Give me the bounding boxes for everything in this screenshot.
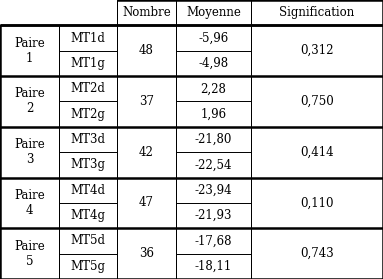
Bar: [0, 228, 59, 279]
Bar: [117, 177, 176, 228]
Bar: [59, 254, 117, 279]
Bar: [176, 177, 251, 203]
Text: -18,11: -18,11: [195, 260, 232, 273]
Text: Paire
1: Paire 1: [14, 37, 45, 65]
Bar: [176, 152, 251, 177]
Bar: [251, 25, 383, 76]
Bar: [59, 51, 117, 76]
Bar: [176, 203, 251, 228]
Bar: [251, 0, 383, 25]
Bar: [0, 25, 59, 76]
Bar: [176, 51, 251, 76]
Bar: [0, 127, 59, 177]
Text: -5,96: -5,96: [198, 32, 229, 45]
Text: Paire
5: Paire 5: [14, 240, 45, 268]
Text: MT2g: MT2g: [70, 108, 106, 121]
Text: 0,312: 0,312: [300, 44, 334, 57]
Bar: [0, 76, 59, 127]
Text: 36: 36: [139, 247, 154, 260]
Text: 1,96: 1,96: [200, 108, 227, 121]
Bar: [59, 228, 117, 254]
Text: 0,743: 0,743: [300, 247, 334, 260]
Text: MT3d: MT3d: [70, 133, 106, 146]
Text: 47: 47: [139, 196, 154, 210]
Bar: [251, 228, 383, 279]
Bar: [59, 177, 117, 203]
Bar: [251, 76, 383, 127]
Text: Paire
4: Paire 4: [14, 189, 45, 217]
Bar: [117, 127, 176, 177]
Bar: [59, 76, 117, 102]
Text: 0,750: 0,750: [300, 95, 334, 108]
Text: MT4d: MT4d: [70, 184, 106, 197]
Text: Signification: Signification: [279, 6, 355, 19]
Bar: [59, 102, 117, 127]
Text: -21,93: -21,93: [195, 209, 232, 222]
Text: MT4g: MT4g: [70, 209, 106, 222]
Bar: [176, 76, 251, 102]
Text: 0,414: 0,414: [300, 146, 334, 159]
Bar: [176, 0, 251, 25]
Bar: [117, 25, 176, 76]
Text: 0,110: 0,110: [300, 196, 334, 210]
Bar: [59, 127, 117, 152]
Text: -21,80: -21,80: [195, 133, 232, 146]
Text: MT5g: MT5g: [70, 260, 106, 273]
Text: -22,54: -22,54: [195, 158, 232, 171]
Text: MT1d: MT1d: [70, 32, 106, 45]
Bar: [251, 127, 383, 177]
Bar: [117, 76, 176, 127]
Text: MT2d: MT2d: [70, 82, 106, 95]
Bar: [117, 0, 176, 25]
Text: MT5d: MT5d: [70, 234, 106, 247]
Text: 2,28: 2,28: [201, 82, 226, 95]
Text: Nombre: Nombre: [122, 6, 171, 19]
Bar: [251, 177, 383, 228]
Text: -4,98: -4,98: [198, 57, 229, 70]
Text: Moyenne: Moyenne: [186, 6, 241, 19]
Bar: [176, 127, 251, 152]
Bar: [59, 203, 117, 228]
Text: MT1g: MT1g: [70, 57, 106, 70]
Text: MT3g: MT3g: [70, 158, 106, 171]
Text: Paire
2: Paire 2: [14, 87, 45, 116]
Text: 37: 37: [139, 95, 154, 108]
Bar: [59, 152, 117, 177]
Text: -23,94: -23,94: [195, 184, 232, 197]
Text: 42: 42: [139, 146, 154, 159]
Text: Paire
3: Paire 3: [14, 138, 45, 166]
Bar: [176, 254, 251, 279]
Bar: [176, 102, 251, 127]
Text: 48: 48: [139, 44, 154, 57]
Bar: [59, 25, 117, 51]
Bar: [117, 228, 176, 279]
Bar: [0, 177, 59, 228]
Text: -17,68: -17,68: [195, 234, 232, 247]
Bar: [176, 25, 251, 51]
Bar: [176, 228, 251, 254]
